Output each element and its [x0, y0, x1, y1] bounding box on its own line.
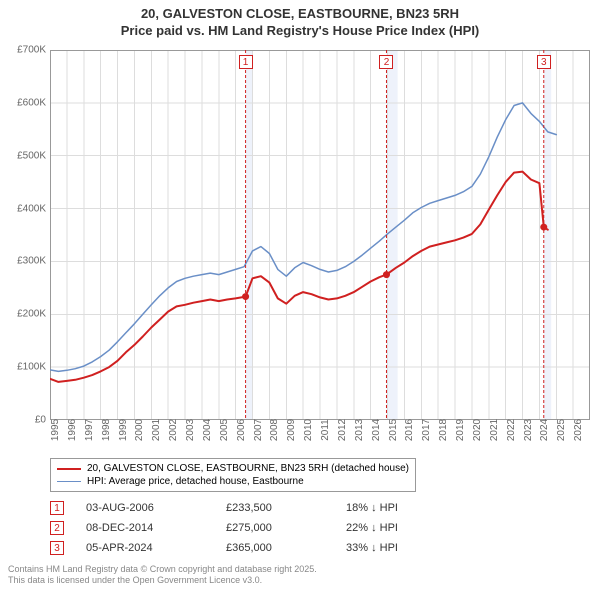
table-marker-1: 1	[50, 501, 64, 515]
x-tick-label: 2000	[134, 419, 145, 441]
title-line-2: Price paid vs. HM Land Registry's House …	[0, 23, 600, 40]
x-tick-label: 2012	[337, 419, 348, 441]
x-tick-label: 1996	[67, 419, 78, 441]
table-price: £275,000	[226, 522, 346, 534]
x-tick-label: 2017	[421, 419, 432, 441]
x-tick-label: 2009	[286, 419, 297, 441]
chart-marker-3: 3	[537, 55, 551, 69]
x-tick-label: 2018	[438, 419, 449, 441]
chart-svg	[50, 50, 590, 420]
table-price: £233,500	[226, 502, 346, 514]
x-tick-label: 2010	[303, 419, 314, 441]
x-tick-label: 2026	[573, 419, 584, 441]
x-tick-label: 2023	[523, 419, 534, 441]
x-tick-label: 2005	[219, 419, 230, 441]
title-line-1: 20, GALVESTON CLOSE, EASTBOURNE, BN23 5R…	[0, 6, 600, 23]
table-diff: 18% ↓ HPI	[346, 502, 466, 514]
chart-container: 20, GALVESTON CLOSE, EASTBOURNE, BN23 5R…	[0, 0, 600, 590]
legend-item: 20, GALVESTON CLOSE, EASTBOURNE, BN23 5R…	[57, 462, 409, 475]
legend-swatch	[57, 468, 81, 470]
sales-table: 1 03-AUG-2006£233,50018% ↓ HPI 2 08-DEC-201…	[50, 498, 466, 558]
x-tick-label: 2014	[371, 419, 382, 441]
table-date: 08-DEC-2014	[86, 522, 226, 534]
table-marker-2: 2	[50, 521, 64, 535]
y-tick-label: £600K	[17, 97, 46, 108]
x-tick-label: 2021	[489, 419, 500, 441]
x-tick-label: 2025	[556, 419, 567, 441]
x-tick-label: 2013	[354, 419, 365, 441]
y-tick-label: £400K	[17, 203, 46, 214]
x-tick-label: 1995	[50, 419, 61, 441]
x-tick-label: 2022	[506, 419, 517, 441]
footer-line-2: This data is licensed under the Open Gov…	[8, 575, 317, 586]
legend-label: HPI: Average price, detached house, East…	[87, 476, 304, 487]
table-diff: 33% ↓ HPI	[346, 542, 466, 554]
x-tick-label: 1999	[118, 419, 129, 441]
table-row: 1 03-AUG-2006£233,50018% ↓ HPI	[50, 498, 466, 518]
y-tick-label: £300K	[17, 256, 46, 267]
title-block: 20, GALVESTON CLOSE, EASTBOURNE, BN23 5R…	[0, 0, 600, 40]
legend-label: 20, GALVESTON CLOSE, EASTBOURNE, BN23 5R…	[87, 463, 409, 474]
table-marker-3: 3	[50, 541, 64, 555]
x-tick-label: 2016	[404, 419, 415, 441]
table-date: 03-AUG-2006	[86, 502, 226, 514]
y-tick-label: £500K	[17, 150, 46, 161]
x-tick-label: 2007	[253, 419, 264, 441]
y-tick-label: £100K	[17, 362, 46, 373]
x-tick-label: 1998	[101, 419, 112, 441]
footer: Contains HM Land Registry data © Crown c…	[8, 564, 317, 586]
x-tick-label: 2020	[472, 419, 483, 441]
x-tick-label: 2004	[202, 419, 213, 441]
x-tick-label: 2008	[269, 419, 280, 441]
legend: 20, GALVESTON CLOSE, EASTBOURNE, BN23 5R…	[50, 458, 416, 492]
table-price: £365,000	[226, 542, 346, 554]
x-tick-label: 1997	[84, 419, 95, 441]
chart-marker-2: 2	[379, 55, 393, 69]
y-tick-label: £700K	[17, 45, 46, 56]
x-tick-label: 2011	[320, 419, 331, 441]
legend-item: HPI: Average price, detached house, East…	[57, 475, 409, 488]
x-tick-label: 2001	[151, 419, 162, 441]
x-tick-label: 2002	[168, 419, 179, 441]
table-date: 05-APR-2024	[86, 542, 226, 554]
chart-area: 123£0£100K£200K£300K£400K£500K£600K£700K	[50, 50, 590, 420]
legend-swatch	[57, 481, 81, 483]
table-row: 3 05-APR-2024£365,00033% ↓ HPI	[50, 538, 466, 558]
y-tick-label: £0	[35, 415, 46, 426]
y-tick-label: £200K	[17, 309, 46, 320]
x-tick-label: 2024	[539, 419, 550, 441]
x-tick-label: 2003	[185, 419, 196, 441]
chart-marker-1: 1	[239, 55, 253, 69]
x-tick-label: 2015	[388, 419, 399, 441]
x-tick-label: 2019	[455, 419, 466, 441]
table-row: 2 08-DEC-2014£275,00022% ↓ HPI	[50, 518, 466, 538]
x-tick-label: 2006	[236, 419, 247, 441]
footer-line-1: Contains HM Land Registry data © Crown c…	[8, 564, 317, 575]
table-diff: 22% ↓ HPI	[346, 522, 466, 534]
